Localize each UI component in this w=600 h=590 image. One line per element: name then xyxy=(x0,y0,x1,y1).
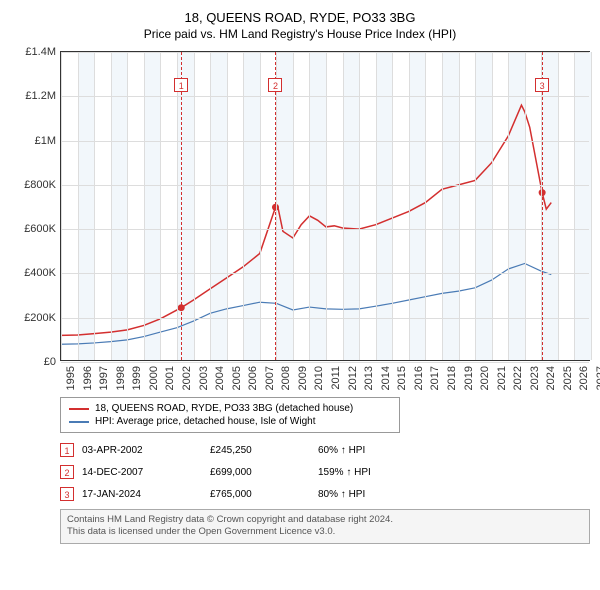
y-axis-label: £600K xyxy=(16,223,56,235)
x-axis-label: 2017 xyxy=(429,366,441,390)
transaction-number: 3 xyxy=(60,487,74,501)
x-axis-label: 2022 xyxy=(512,366,524,390)
x-axis-label: 2010 xyxy=(313,366,325,390)
x-axis-label: 2023 xyxy=(529,366,541,390)
transaction-number: 1 xyxy=(60,443,74,457)
x-axis-label: 1997 xyxy=(98,366,110,390)
legend-item: 18, QUEENS ROAD, RYDE, PO33 3BG (detache… xyxy=(69,402,391,415)
y-axis-label: £1.4M xyxy=(16,46,56,58)
transaction-number: 2 xyxy=(60,465,74,479)
chart-subtitle: Price paid vs. HM Land Registry's House … xyxy=(20,27,580,41)
chart-container: 18, QUEENS ROAD, RYDE, PO33 3BG Price pa… xyxy=(0,0,600,590)
x-axis-label: 1999 xyxy=(131,366,143,390)
transaction-date: 14-DEC-2007 xyxy=(82,467,202,478)
legend-item: HPI: Average price, detached house, Isle… xyxy=(69,415,391,428)
x-axis-label: 2025 xyxy=(562,366,574,390)
x-axis-label: 2024 xyxy=(545,366,557,390)
legend-swatch xyxy=(69,421,89,423)
x-axis-label: 1996 xyxy=(82,366,94,390)
x-axis-label: 2021 xyxy=(496,366,508,390)
x-axis-label: 2005 xyxy=(231,366,243,390)
transaction-delta: 80% ↑ HPI xyxy=(318,489,438,500)
x-axis-label: 2012 xyxy=(347,366,359,390)
transaction-price: £699,000 xyxy=(210,467,310,478)
transaction-row: 2 14-DEC-2007 £699,000 159% ↑ HPI xyxy=(60,465,580,479)
legend: 18, QUEENS ROAD, RYDE, PO33 3BG (detache… xyxy=(60,397,400,433)
footer: Contains HM Land Registry data © Crown c… xyxy=(60,509,590,544)
y-axis-label: £800K xyxy=(16,179,56,191)
transaction-date: 03-APR-2002 xyxy=(82,445,202,456)
event-marker: 2 xyxy=(268,78,282,92)
y-axis-label: £400K xyxy=(16,267,56,279)
x-axis-label: 2002 xyxy=(181,366,193,390)
x-axis-label: 2019 xyxy=(463,366,475,390)
y-axis-label: £200K xyxy=(16,312,56,324)
x-axis-label: 2006 xyxy=(247,366,259,390)
x-axis-label: 1998 xyxy=(115,366,127,390)
transaction-price: £765,000 xyxy=(210,489,310,500)
plot-area: 1995199619971998199920002001200220032004… xyxy=(60,51,590,361)
x-axis-label: 2014 xyxy=(380,366,392,390)
x-axis-label: 2018 xyxy=(446,366,458,390)
event-marker: 1 xyxy=(174,78,188,92)
legend-swatch xyxy=(69,408,89,410)
x-axis-label: 2013 xyxy=(363,366,375,390)
transaction-price: £245,250 xyxy=(210,445,310,456)
x-axis-label: 2008 xyxy=(280,366,292,390)
transaction-date: 17-JAN-2024 xyxy=(82,489,202,500)
x-axis-label: 2000 xyxy=(148,366,160,390)
x-axis-label: 2004 xyxy=(214,366,226,390)
x-axis-label: 2001 xyxy=(164,366,176,390)
x-axis-label: 2020 xyxy=(479,366,491,390)
y-axis-label: £1.2M xyxy=(16,90,56,102)
x-axis-label: 2009 xyxy=(297,366,309,390)
chart-svg xyxy=(61,52,589,360)
event-marker: 3 xyxy=(535,78,549,92)
footer-line1: Contains HM Land Registry data © Crown c… xyxy=(67,514,583,526)
transaction-row: 1 03-APR-2002 £245,250 60% ↑ HPI xyxy=(60,443,580,457)
legend-label: HPI: Average price, detached house, Isle… xyxy=(95,416,316,427)
x-axis-label: 2016 xyxy=(413,366,425,390)
transactions-table: 1 03-APR-2002 £245,250 60% ↑ HPI 2 14-DEC-200… xyxy=(60,443,580,501)
x-axis-label: 2027 xyxy=(595,366,600,390)
y-axis-label: £0 xyxy=(16,356,56,368)
chart-title: 18, QUEENS ROAD, RYDE, PO33 3BG xyxy=(20,10,580,25)
x-axis-label: 2007 xyxy=(264,366,276,390)
footer-line2: This data is licensed under the Open Gov… xyxy=(67,526,583,538)
transaction-delta: 60% ↑ HPI xyxy=(318,445,438,456)
x-axis-label: 2015 xyxy=(396,366,408,390)
x-axis-label: 2003 xyxy=(198,366,210,390)
transaction-row: 3 17-JAN-2024 £765,000 80% ↑ HPI xyxy=(60,487,580,501)
x-axis-label: 1995 xyxy=(65,366,77,390)
x-axis-label: 2011 xyxy=(330,366,342,390)
transaction-delta: 159% ↑ HPI xyxy=(318,467,438,478)
x-axis-label: 2026 xyxy=(578,366,590,390)
legend-label: 18, QUEENS ROAD, RYDE, PO33 3BG (detache… xyxy=(95,403,353,414)
y-axis-label: £1M xyxy=(16,135,56,147)
